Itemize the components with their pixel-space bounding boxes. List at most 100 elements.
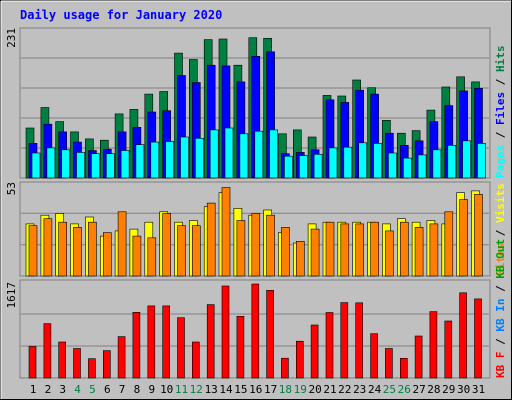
bar-sites-day-20 (310, 228, 320, 277)
legend-kbout: KB Out (494, 239, 507, 279)
bar-pages-day-2 (46, 147, 56, 179)
bar-kbytes-day-23 (355, 302, 364, 379)
bar-pages-day-30 (462, 140, 471, 179)
bar-sites-day-5 (88, 221, 97, 277)
bar-sites-day-28 (429, 223, 439, 277)
bar-kbytes-day-14 (221, 285, 230, 379)
bar-pages-day-25 (388, 152, 397, 179)
bar-kbytes-day-7 (117, 336, 126, 379)
bar-pages-day-18 (284, 155, 293, 179)
bar-pages-day-3 (61, 149, 71, 179)
bar-sites-day-2 (43, 218, 53, 277)
bar-kbytes-day-11 (177, 317, 185, 379)
bar-pages-day-31 (477, 143, 486, 179)
bar-sites-day-25 (385, 230, 394, 277)
bar-kbytes-day-6 (103, 350, 111, 379)
bar-kbytes-day-17 (266, 289, 274, 379)
bar-sites-day-27 (414, 227, 424, 277)
bar-kbytes-day-31 (474, 298, 482, 379)
x-tick-label-day-25: 25 (383, 383, 396, 396)
bar-sites-day-12 (192, 225, 201, 277)
legend-visits: Visits (494, 183, 507, 223)
bar-sites-day-29 (444, 211, 454, 277)
panel2-bars (25, 187, 483, 277)
bar-pages-day-28 (432, 149, 442, 179)
bar-pages-day-24 (373, 143, 382, 179)
bar-kbytes-day-1 (28, 346, 37, 379)
x-tick-label-day-19: 19 (294, 383, 307, 396)
bar-kbytes-day-3 (58, 341, 67, 379)
bar-pages-day-17 (269, 129, 278, 179)
bar-sites-day-19 (295, 241, 305, 277)
x-tick-label-day-22: 22 (338, 383, 351, 396)
x-tick-label-day-23: 23 (353, 383, 366, 396)
bar-pages-day-29 (447, 145, 457, 179)
bar-pages-day-15 (239, 133, 249, 179)
bar-kbytes-day-15 (236, 315, 245, 379)
legend-kbin: KB In (494, 299, 507, 332)
legend-files: Files (494, 92, 507, 125)
legend-sites: Sites (494, 243, 507, 276)
legend-sep-5: / (494, 279, 507, 299)
legend-sep-1: / (494, 125, 507, 145)
bar-kbytes-day-22 (340, 302, 349, 379)
bar-kbytes-day-13 (206, 304, 215, 379)
legend-sep-2: / (494, 72, 507, 92)
x-tick-label-day-8: 8 (134, 383, 141, 396)
bar-sites-day-13 (206, 202, 216, 277)
bar-pages-day-13 (209, 129, 219, 179)
panel1-bars (25, 37, 486, 179)
bar-sites-day-8 (132, 235, 142, 277)
panel3-legend: KB F / KB In / KB Out (494, 239, 507, 378)
bar-pages-day-1 (31, 152, 41, 179)
bar-kbytes-day-16 (251, 283, 260, 379)
bar-pages-day-9 (150, 141, 160, 179)
bar-sites-day-22 (340, 223, 350, 277)
bar-pages-day-8 (135, 144, 145, 179)
bar-pages-day-22 (343, 146, 353, 179)
x-tick-label-day-9: 9 (148, 383, 155, 396)
bar-sites-day-14 (221, 187, 231, 277)
bar-sites-day-30 (459, 199, 468, 277)
bar-sites-day-18 (281, 227, 290, 277)
bar-kbytes-day-12 (192, 341, 200, 379)
bar-kbytes-day-18 (281, 357, 289, 379)
x-tick-label-day-26: 26 (398, 383, 411, 396)
x-tick-label-day-28: 28 (427, 383, 440, 396)
x-tick-label-day-15: 15 (234, 383, 247, 396)
bar-pages-day-7 (120, 150, 130, 179)
bar-sites-day-24 (370, 221, 379, 277)
bar-kbytes-day-4 (73, 348, 81, 379)
x-tick-label-day-7: 7 (119, 383, 126, 396)
bar-sites-day-3 (58, 221, 68, 277)
x-tick-label-day-10: 10 (160, 383, 173, 396)
bar-sites-day-15 (236, 220, 246, 277)
bar-kbytes-day-5 (88, 358, 96, 379)
bar-pages-day-26 (402, 157, 412, 179)
x-tick-label-day-21: 21 (323, 383, 336, 396)
bar-sites-day-23 (355, 223, 365, 277)
bar-kbytes-day-27 (414, 335, 423, 379)
panel3-ymax-label: 1617 (5, 282, 18, 309)
x-axis-day-labels: 1 2 3 4 5 6 7 8 9 10 11 12 13 14 15 16 17 18 19 20 21 22 23 24 2… (30, 383, 485, 396)
panel1-ymax-label: 231 (5, 28, 18, 48)
x-tick-label-day-12: 12 (190, 383, 203, 396)
panel3-bars (28, 283, 482, 379)
bar-pages-day-14 (224, 127, 234, 179)
legend-pages: Pages (494, 145, 507, 178)
bar-kbytes-day-20 (310, 324, 319, 379)
bar-sites-day-7 (117, 211, 127, 277)
x-tick-label-day-20: 20 (308, 383, 321, 396)
bar-sites-day-17 (266, 214, 275, 277)
panel2-ymax-label: 53 (5, 182, 18, 195)
bar-sites-day-16 (251, 213, 261, 277)
x-tick-label-day-18: 18 (279, 383, 292, 396)
legend-sep-3: / (494, 223, 507, 243)
x-tick-label-day-11: 11 (175, 383, 188, 396)
x-tick-label-day-27: 27 (412, 383, 425, 396)
x-tick-label-day-1: 1 (30, 383, 37, 396)
bar-sites-day-9 (147, 237, 157, 277)
x-tick-label-day-24: 24 (368, 383, 382, 396)
bar-kbytes-day-9 (147, 305, 156, 379)
